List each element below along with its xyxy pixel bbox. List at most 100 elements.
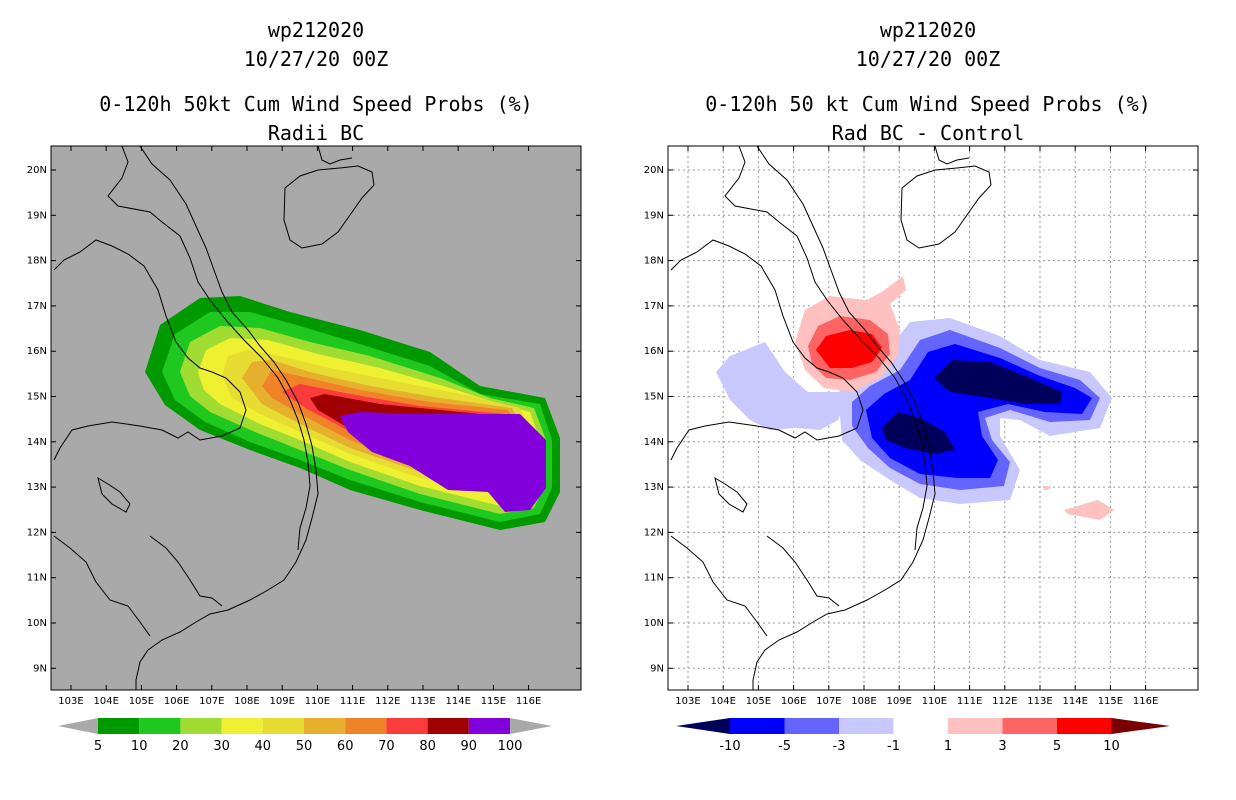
lon-tick-label: 108E [234, 696, 259, 707]
right-colorbar-label: -3 [833, 739, 846, 754]
right-difference-shading [716, 276, 1114, 520]
lat-tick-label: 10N [644, 618, 664, 629]
left-colorbar-swatch [98, 718, 140, 734]
lon-tick-label: 115E [1098, 696, 1123, 707]
right-colorbar-swatch [1002, 718, 1057, 734]
left-colorbar-label: 10 [131, 739, 148, 754]
lon-tick-label: 106E [164, 696, 189, 707]
lat-tick-label: 16N [644, 346, 664, 357]
lat-tick-label: 18N [27, 256, 47, 267]
right-map-panel: 9N 10N 11N 12N 13N 14N 15N 16N 17N 18N 19N 20N 103E 1… [644, 145, 1199, 707]
right-colorbar: -10 -5 -3 -1 1 3 5 10 [676, 718, 1170, 754]
right-colorbar-label: 3 [998, 739, 1006, 754]
left-colorbar-swatch [139, 718, 181, 734]
left-colorbar-swatch [180, 718, 222, 734]
right-colorbar-swatch [784, 718, 839, 734]
left-colorbar-swatch [468, 718, 510, 734]
left-colorbar-label: 30 [213, 739, 230, 754]
lon-tick-label: 105E [129, 696, 154, 707]
lon-tick-label: 106E [781, 696, 806, 707]
lon-tick-label: 114E [1062, 696, 1087, 707]
left-colorbar-swatch [386, 718, 428, 734]
lat-tick-label: 10N [27, 618, 47, 629]
right-colorbar-label: 5 [1053, 739, 1061, 754]
left-colorbar-swatch [345, 718, 387, 734]
left-colorbar-label: 20 [172, 739, 189, 754]
left-colorbar-label: 90 [461, 739, 478, 754]
lat-tick-label: 15N [644, 392, 664, 403]
left-colorbar-high-arrow [510, 718, 552, 734]
right-colorbar-label: -5 [778, 739, 791, 754]
left-colorbar-low-arrow [58, 718, 98, 734]
lon-tick-label: 107E [816, 696, 841, 707]
left-colorbar-swatch [304, 718, 346, 734]
lat-tick-label: 12N [644, 527, 664, 538]
lat-tick-label: 9N [33, 663, 47, 674]
lat-tick-label: 18N [644, 256, 664, 267]
lat-tick-label: 16N [27, 346, 47, 357]
left-colorbar-label: 50 [296, 739, 313, 754]
left-colorbar-label: 80 [419, 739, 436, 754]
right-colorbar-low-arrow [676, 718, 730, 734]
lat-tick-label: 13N [644, 482, 664, 493]
left-init-time: 10/27/20 00Z [243, 47, 389, 71]
lon-tick-label: 112E [375, 696, 400, 707]
lat-tick-label: 11N [27, 573, 47, 584]
left-product-title: 0-120h 50kt Cum Wind Speed Probs (%) [99, 92, 533, 116]
right-map-gridlines [668, 146, 1198, 690]
right-colorbar-label: 10 [1103, 739, 1120, 754]
right-colorbar-high-arrow [1111, 718, 1170, 734]
right-colorbar-swatch [839, 718, 894, 734]
right-product-title: 0-120h 50 kt Cum Wind Speed Probs (%) [705, 92, 1151, 116]
lat-tick-label: 17N [644, 301, 664, 312]
left-storm-id: wp212020 [267, 18, 365, 42]
right-colorbar-swatch [1057, 718, 1112, 734]
right-product-subtitle: Rad BC - Control [831, 121, 1025, 145]
lon-tick-label: 103E [675, 696, 700, 707]
lon-tick-label: 113E [410, 696, 435, 707]
lon-tick-label: 114E [445, 696, 470, 707]
left-probability-shading [145, 296, 560, 530]
right-colorbar-swatch [893, 718, 948, 734]
right-init-time: 10/27/20 00Z [855, 47, 1001, 71]
lat-tick-label: 14N [644, 437, 664, 448]
right-colorbar-label: 1 [944, 739, 952, 754]
lon-tick-label: 108E [851, 696, 876, 707]
left-colorbar: 5 10 20 30 40 50 60 70 80 90 100 [58, 718, 552, 754]
left-map-panel: 9N 10N 11N 12N 13N 14N 15N 16N 17N 18N 19N 20N 103E 1… [27, 145, 582, 707]
left-colorbar-label: 40 [255, 739, 272, 754]
lon-tick-label: 109E [269, 696, 294, 707]
lon-tick-label: 116E [1133, 696, 1158, 707]
lon-tick-label: 103E [58, 696, 83, 707]
lon-tick-label: 113E [1027, 696, 1052, 707]
right-colorbar-swatch [730, 718, 785, 734]
lon-tick-label: 107E [199, 696, 224, 707]
lon-tick-label: 104E [93, 696, 118, 707]
right-map-title: wp212020 10/27/20 00Z 0-120h 50 kt Cum W… [648, 16, 1208, 148]
lat-tick-label: 17N [27, 301, 47, 312]
left-colorbar-swatch [221, 718, 263, 734]
lat-tick-label: 12N [27, 527, 47, 538]
lon-tick-label: 111E [340, 696, 365, 707]
left-colorbar-swatch [262, 718, 304, 734]
left-map-title: wp212020 10/27/20 00Z 0-120h 50kt Cum Wi… [36, 16, 596, 148]
lon-tick-label: 111E [957, 696, 982, 707]
lon-tick-label: 115E [481, 696, 506, 707]
lat-tick-label: 20N [27, 165, 47, 176]
lat-tick-label: 9N [650, 663, 664, 674]
right-axis-ticks: 9N 10N 11N 12N 13N 14N 15N 16N 17N 18N 19N 20N 103E 1… [644, 146, 1198, 707]
lat-tick-label: 19N [27, 210, 47, 221]
lon-tick-label: 104E [710, 696, 735, 707]
left-axis-ticks: 9N 10N 11N 12N 13N 14N 15N 16N 17N 18N 19N 20N 103E 1… [27, 146, 581, 707]
lon-tick-label: 116E [516, 696, 541, 707]
left-product-subtitle: Radii BC [267, 121, 365, 145]
lat-tick-label: 20N [644, 165, 664, 176]
left-colorbar-label: 70 [378, 739, 395, 754]
lat-tick-label: 19N [644, 210, 664, 221]
lat-tick-label: 11N [644, 573, 664, 584]
lat-tick-label: 13N [27, 482, 47, 493]
lon-tick-label: 110E [305, 696, 330, 707]
left-colorbar-swatch [427, 718, 469, 734]
lon-tick-label: 105E [746, 696, 771, 707]
